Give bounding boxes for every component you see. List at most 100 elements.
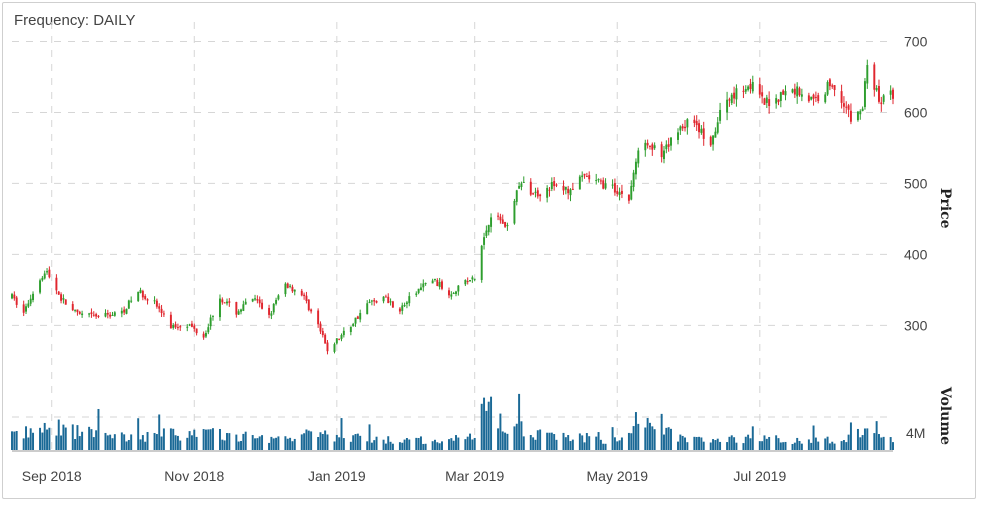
volume-bar <box>32 432 35 450</box>
candle-up <box>726 99 729 113</box>
volume-bar <box>307 430 310 450</box>
volume-bar <box>751 426 754 450</box>
volume-bar <box>76 425 79 450</box>
candle-up <box>824 94 827 103</box>
price-tick-label: 400 <box>904 246 928 262</box>
volume-bar <box>597 432 600 450</box>
candle-up <box>534 191 537 193</box>
candle-down <box>106 312 109 315</box>
volume-bar <box>627 432 630 450</box>
volume-bar <box>826 436 829 450</box>
candle-up <box>251 298 254 302</box>
candle-up <box>419 287 422 291</box>
candle-down <box>599 180 602 182</box>
volume-bar <box>401 442 404 450</box>
candle-down <box>258 299 261 304</box>
volume-axis-title: Volume <box>937 386 953 445</box>
candle-down <box>169 314 172 329</box>
candle-down <box>303 294 306 297</box>
volume-bar <box>441 441 443 450</box>
candle-down <box>228 301 231 303</box>
volume-bar <box>814 437 817 450</box>
volume-bar <box>651 426 654 450</box>
candle-up <box>550 182 553 189</box>
candle-down <box>742 90 745 92</box>
volume-bar <box>223 440 226 450</box>
candle-down <box>71 304 74 311</box>
volume-bar <box>43 422 46 450</box>
candle-down <box>398 308 401 312</box>
candle-down <box>202 333 205 338</box>
candle-down <box>777 99 780 103</box>
candle-down <box>441 281 443 289</box>
candle-up <box>856 111 859 121</box>
volume-bar <box>800 443 803 450</box>
candle-up <box>62 298 65 300</box>
volume-bar <box>179 440 182 450</box>
candle-up <box>779 92 782 101</box>
candle-up <box>450 294 453 297</box>
volume-bar <box>305 429 308 450</box>
volume-bar <box>812 425 815 450</box>
volume-bar <box>660 413 663 450</box>
volume-bar <box>483 397 486 450</box>
volume-bar <box>237 441 240 450</box>
candle-up <box>473 278 476 280</box>
volume-bar <box>824 438 827 450</box>
volume-bar <box>779 442 782 450</box>
volume-bar <box>469 433 472 450</box>
candle-up <box>634 161 637 175</box>
volume-bar <box>144 441 147 450</box>
volume-bar <box>719 441 722 450</box>
candle-down <box>286 283 289 288</box>
volume-bar <box>581 435 584 450</box>
candle-down <box>555 184 558 186</box>
candle-up <box>630 185 633 200</box>
chart-frame <box>2 2 976 499</box>
candle-down <box>817 95 820 102</box>
candle-up <box>277 295 280 300</box>
candle-up <box>487 224 490 233</box>
volume-bar <box>807 439 810 450</box>
volume-bar <box>866 428 869 450</box>
volume-bar <box>335 434 338 450</box>
candle-up <box>139 289 142 293</box>
candle-up <box>751 82 754 92</box>
candle-down <box>651 144 654 150</box>
candle-down <box>667 144 670 147</box>
volume-bar <box>782 442 785 450</box>
volume-bar <box>356 433 359 450</box>
candle-down <box>814 96 817 98</box>
volume-bar <box>828 443 831 450</box>
candle-down <box>90 312 93 315</box>
volume-bar <box>562 432 565 450</box>
volume-bar <box>235 434 238 450</box>
candles <box>11 59 894 355</box>
volume-bar <box>382 439 385 450</box>
candle-up <box>744 89 747 92</box>
date-tick-label: Jan 2019 <box>308 468 366 484</box>
volume-bar <box>195 436 198 450</box>
volume-bar <box>111 438 114 450</box>
volume-bar <box>226 433 228 450</box>
volume-bar <box>422 443 425 450</box>
volume-bar <box>742 443 745 450</box>
volume-bar <box>25 426 28 450</box>
volume-bar <box>653 429 656 450</box>
volume-bar <box>417 438 420 450</box>
volume-bar <box>319 432 322 450</box>
volume-bar <box>261 435 264 450</box>
volume-bar <box>97 408 100 450</box>
candle-up <box>226 301 228 304</box>
candle-down <box>616 191 619 194</box>
volume-bar <box>424 443 427 450</box>
volume-bar <box>546 432 549 450</box>
candle-down <box>448 290 450 296</box>
candle-down <box>749 83 752 90</box>
volume-bar <box>188 431 191 450</box>
candle-up <box>382 296 385 302</box>
volume-bar <box>604 443 607 450</box>
candle-up <box>186 326 189 328</box>
candle-up <box>457 285 460 292</box>
